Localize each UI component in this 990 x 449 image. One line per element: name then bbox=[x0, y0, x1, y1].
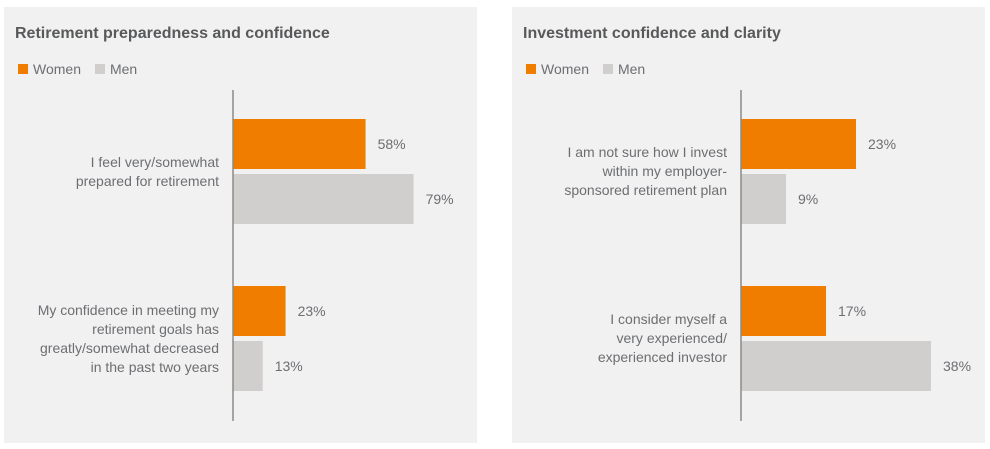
category-label-line: within my employer- bbox=[602, 163, 727, 179]
legend-men: Men bbox=[94, 61, 138, 77]
legend-label: Men bbox=[617, 61, 646, 77]
category-label: I consider myself a very experienced/expe… bbox=[517, 310, 727, 367]
category-label-line: experienced investor bbox=[597, 349, 727, 365]
data-label: 58% bbox=[378, 136, 406, 152]
category-label-line: I feel very/somewhat bbox=[90, 153, 219, 170]
category-label-line: prepared for retirement bbox=[75, 172, 219, 189]
category-label-line: My confidence in meeting my bbox=[37, 301, 219, 318]
legend-swatch-men bbox=[602, 64, 613, 74]
data-label: 23% bbox=[298, 303, 326, 319]
bar-men bbox=[741, 174, 786, 224]
chart-panel-left: Retirement preparedness and confidence W… bbox=[4, 7, 477, 443]
bar-women bbox=[233, 119, 366, 169]
category-label-line: sponsored retirement plan bbox=[564, 182, 727, 198]
category-label-line: in the past two years bbox=[90, 358, 219, 375]
category-label: My confidence in meeting my retirement go… bbox=[9, 301, 219, 377]
data-label: 23% bbox=[868, 136, 896, 152]
bar-chart: 58% 79% 23% 13% bbox=[232, 90, 454, 421]
legend: Women Men bbox=[18, 61, 137, 77]
bar-men bbox=[233, 341, 263, 391]
legend-label: Women bbox=[33, 61, 81, 77]
legend-swatch-women bbox=[18, 64, 28, 74]
data-label: 79% bbox=[426, 191, 454, 207]
bar-men bbox=[233, 174, 414, 224]
data-label: 9% bbox=[798, 191, 818, 207]
category-label-line: very experienced/ bbox=[616, 330, 727, 346]
bar-men bbox=[741, 341, 931, 391]
data-label: 38% bbox=[943, 358, 971, 374]
data-label: 17% bbox=[838, 303, 866, 319]
legend: Women Men bbox=[526, 61, 645, 77]
category-label: I am not sure how I invest within my empl… bbox=[517, 143, 727, 200]
category-label-line: I consider myself a bbox=[610, 311, 727, 327]
category-label-line: I am not sure how I invest bbox=[567, 144, 727, 160]
legend-swatch-men bbox=[94, 64, 105, 74]
bar-women bbox=[233, 286, 286, 336]
category-label: I feel very/somewhat prepared for retirem… bbox=[9, 153, 219, 191]
bar-chart: 23% 9% 17% 38% bbox=[740, 90, 971, 421]
bar-women bbox=[741, 286, 826, 336]
legend-women: Women bbox=[18, 61, 81, 77]
category-label-line: retirement goals has bbox=[92, 320, 219, 337]
legend-label: Women bbox=[541, 61, 589, 77]
bar-women bbox=[741, 119, 856, 169]
legend-label: Men bbox=[109, 61, 138, 77]
data-label: 13% bbox=[275, 358, 303, 374]
chart-panel-right: Investment confidence and clarity Women … bbox=[512, 7, 985, 443]
legend-women: Women bbox=[526, 61, 589, 77]
legend-men: Men bbox=[602, 61, 646, 77]
category-label-line: greatly/somewhat decreased bbox=[40, 339, 219, 356]
chart-title: Retirement preparedness and confidence bbox=[15, 25, 330, 42]
chart-title: Investment confidence and clarity bbox=[523, 25, 781, 42]
legend-swatch-women bbox=[526, 64, 536, 74]
